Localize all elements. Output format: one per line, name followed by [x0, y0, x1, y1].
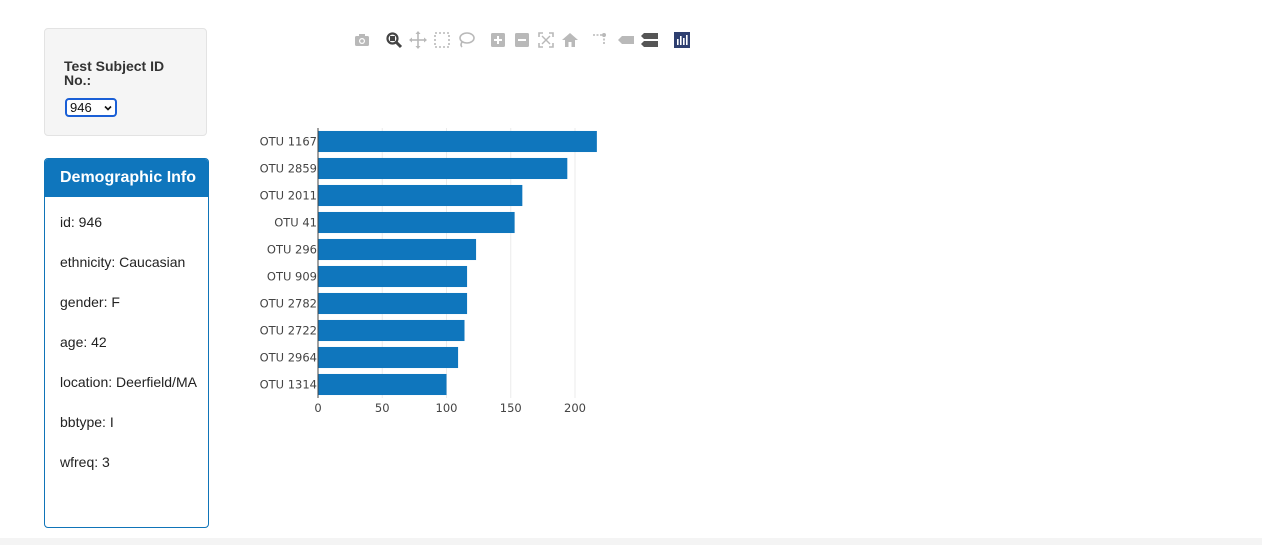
bar[interactable]: [318, 184, 523, 207]
x-tick-label: 0: [314, 401, 321, 415]
bar[interactable]: [318, 130, 597, 153]
plotly-logo-icon[interactable]: [672, 30, 692, 50]
bar[interactable]: [318, 157, 568, 180]
demographic-info-panel: Demographic Info id: 946 ethnicity: Cauc…: [44, 158, 209, 528]
demographic-age: age: 42: [60, 334, 107, 350]
demographic-id: id: 946: [60, 214, 103, 230]
subject-id-selected-value: 946: [70, 100, 92, 115]
hover-compare-icon[interactable]: [640, 30, 660, 50]
bar[interactable]: [318, 373, 447, 396]
zoom-icon[interactable]: [384, 30, 404, 50]
otu-bar-chart[interactable]: 0 50 100 150 200 OTU 1167 OTU 2859 OTU 2011 OTU …: [240, 120, 660, 430]
y-tick-label: OTU 909: [267, 270, 317, 284]
x-tick-label: 150: [500, 401, 522, 415]
y-tick-label: OTU 1314: [260, 378, 317, 392]
reset-axes-icon[interactable]: [560, 30, 580, 50]
zoom-out-icon[interactable]: [512, 30, 532, 50]
demographic-wfreq: wfreq: 3: [60, 454, 110, 470]
x-tick-label: 200: [564, 401, 586, 415]
demographic-info-body: id: 946 ethnicity: Caucasian gender: F a…: [45, 197, 208, 472]
subject-selector-well: Test Subject ID No.: 946: [44, 28, 207, 136]
lasso-select-icon[interactable]: [456, 30, 476, 50]
chevron-down-icon: [104, 105, 112, 111]
subject-id-label: Test Subject ID No.:: [64, 58, 165, 88]
autoscale-icon[interactable]: [536, 30, 556, 50]
x-tick-label: 50: [375, 401, 390, 415]
demographic-location: location: Deerfield/MA: [60, 374, 197, 390]
bar[interactable]: [318, 238, 477, 261]
y-tick-label: OTU 296: [267, 243, 317, 257]
y-tick-label: OTU 2722: [260, 324, 317, 338]
demographic-bbtype: bbtype: I: [60, 414, 114, 430]
subject-id-select[interactable]: 946: [65, 98, 117, 117]
y-tick-label: OTU 2859: [260, 162, 317, 176]
bottom-strip: [0, 538, 1262, 545]
toggle-spike-lines-icon[interactable]: [590, 30, 610, 50]
bar-chart-svg[interactable]: 0 50 100 150 200 OTU 1167 OTU 2859 OTU 2011 OTU …: [240, 120, 660, 430]
bar[interactable]: [318, 292, 468, 315]
demographic-info-title: Demographic Info: [45, 159, 208, 197]
bar[interactable]: [318, 265, 468, 288]
y-tick-label: OTU 41: [274, 216, 317, 230]
pan-icon[interactable]: [408, 30, 428, 50]
x-tick-label: 100: [436, 401, 458, 415]
y-tick-label: OTU 1167: [260, 135, 317, 149]
bar[interactable]: [318, 346, 459, 369]
camera-icon[interactable]: [352, 30, 372, 50]
demographic-ethnicity: ethnicity: Caucasian: [60, 254, 186, 270]
hover-closest-icon[interactable]: [616, 30, 636, 50]
box-select-icon[interactable]: [432, 30, 452, 50]
y-tick-label: OTU 2011: [260, 189, 317, 203]
zoom-in-icon[interactable]: [488, 30, 508, 50]
y-tick-label: OTU 2782: [260, 297, 317, 311]
bar[interactable]: [318, 319, 465, 342]
demographic-gender: gender: F: [60, 294, 120, 310]
y-tick-label: OTU 2964: [260, 351, 317, 365]
bar[interactable]: [318, 211, 515, 234]
